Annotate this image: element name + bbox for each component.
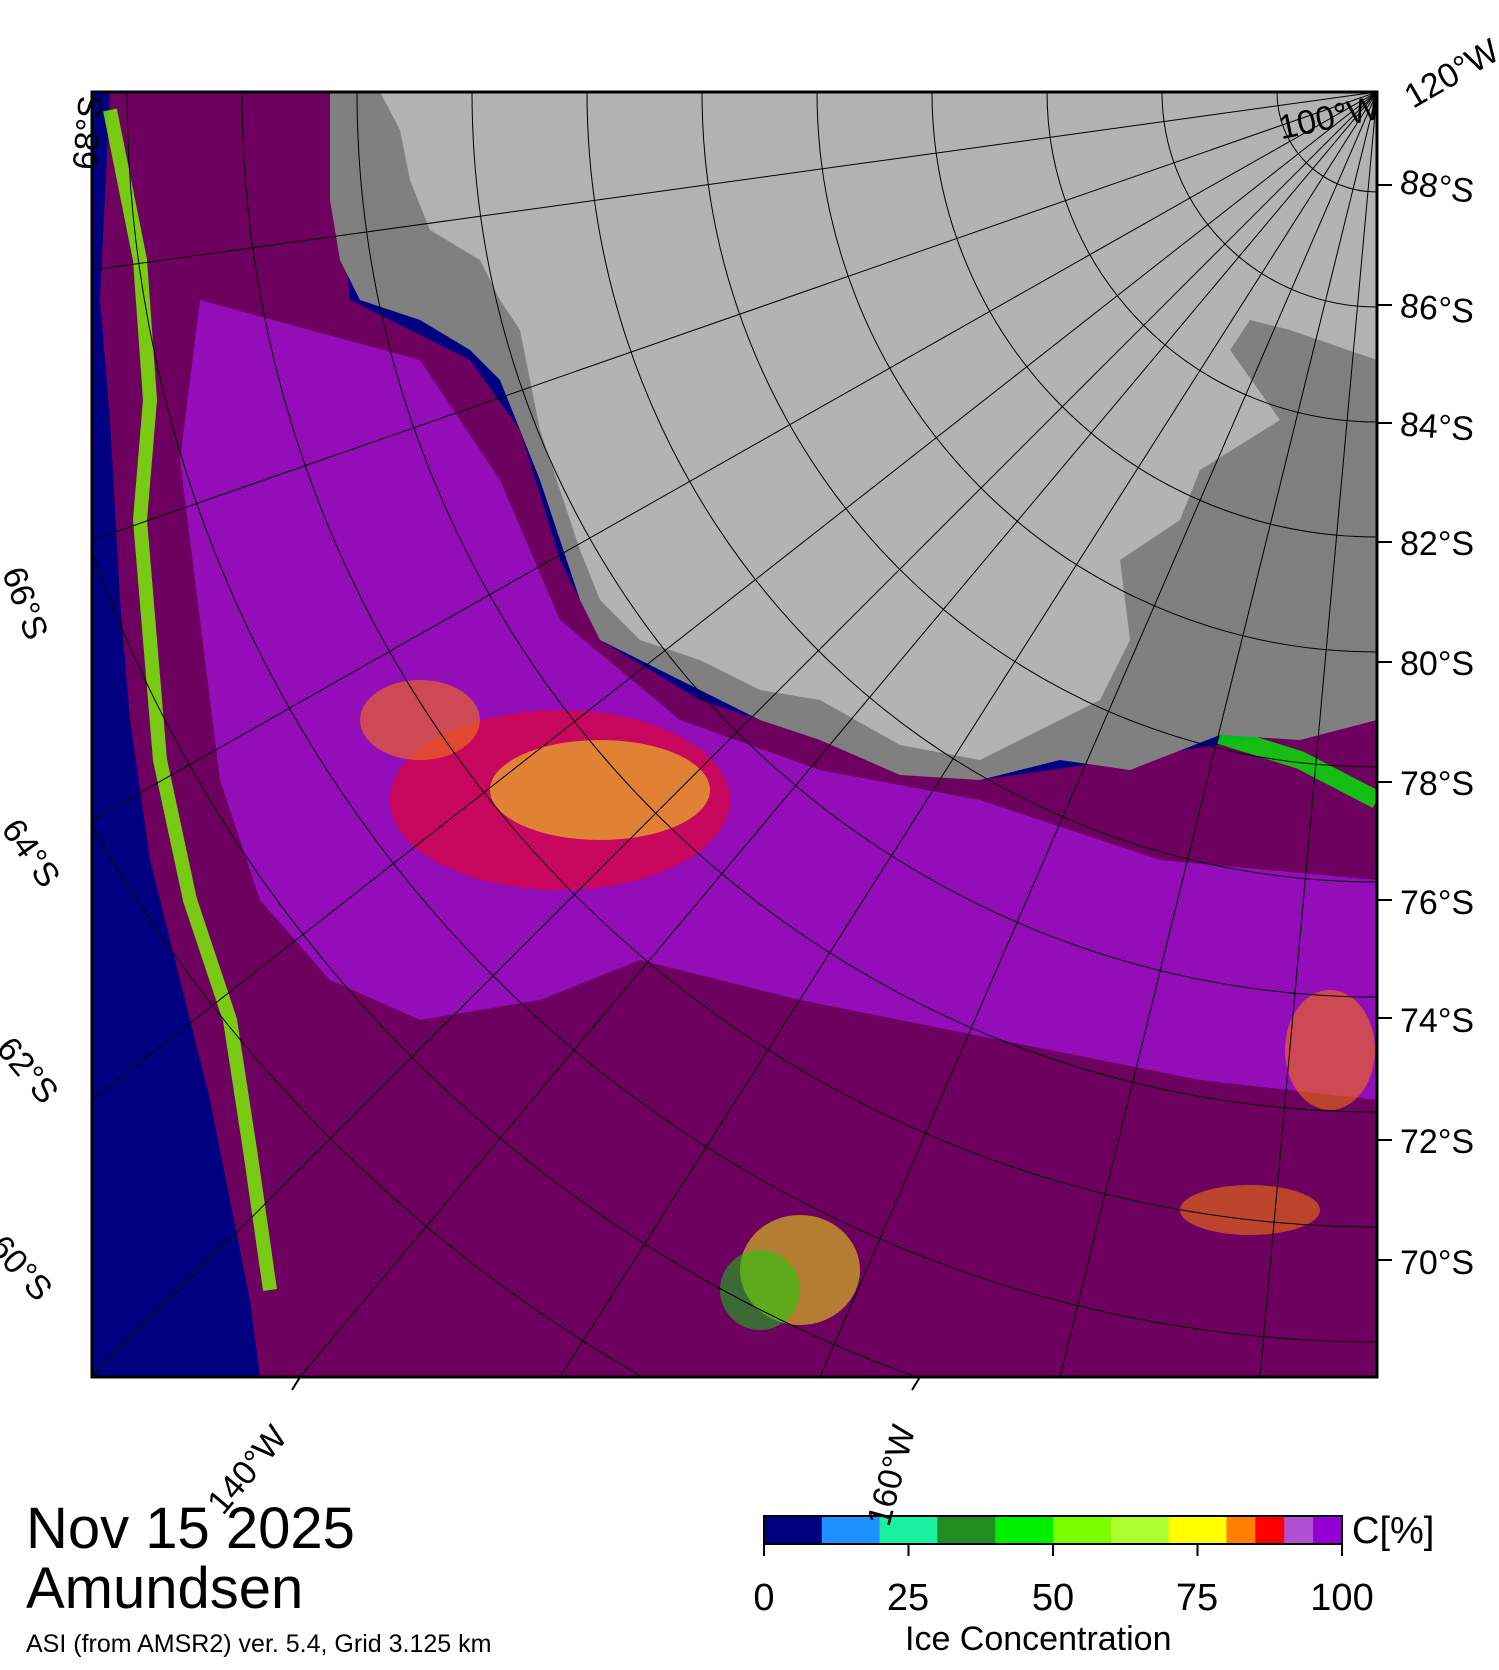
land — [380, 92, 1377, 760]
colorbar-swatch — [1284, 1516, 1314, 1544]
lat-label-68s: 68°S — [66, 94, 111, 172]
product-info: ASI (from AMSR2) ver. 5.4, Grid 3.125 km — [26, 1630, 492, 1658]
colorbar-swatch — [937, 1516, 996, 1544]
colorbar-swatch — [879, 1516, 938, 1544]
lat-label-78s: 78°S — [1400, 765, 1475, 803]
colorbar-tick-75: 75 — [1175, 1577, 1219, 1619]
map-frame — [90, 90, 1379, 1379]
lat-label-82s: 82°S — [1400, 525, 1475, 563]
colorbar-unit: C[%] — [1352, 1510, 1435, 1552]
colorbar-tick-0: 0 — [753, 1577, 775, 1619]
colorbar-swatch — [764, 1516, 823, 1544]
lat-label-70s: 70°S — [1400, 1244, 1475, 1282]
colorbar-tick-100: 100 — [1310, 1577, 1374, 1619]
lat-label-76s: 76°S — [1400, 884, 1475, 922]
colorbar-tick-25: 25 — [886, 1577, 930, 1619]
map-date: Nov 15 2025 — [26, 1496, 355, 1561]
colorbar-swatch — [1255, 1516, 1285, 1544]
colorbar-ticks — [763, 1544, 1343, 1556]
longitude-graticule — [92, 92, 1377, 1377]
sea-ice-band — [180, 300, 1377, 1100]
ice-edge-speckles — [360, 680, 1375, 1330]
colorbar-swatch — [1053, 1516, 1112, 1544]
colorbar-swatch — [995, 1516, 1054, 1544]
marginal-ice-right — [1217, 726, 1377, 808]
colorbar-swatch — [1313, 1516, 1343, 1544]
lat-label-86s: 86°S — [1398, 286, 1476, 332]
lat-label-80s: 80°S — [1400, 645, 1475, 683]
colorbar-swatch — [821, 1516, 881, 1544]
map-region: Amundsen — [26, 1556, 304, 1621]
lat-label-84s: 84°S — [1398, 405, 1476, 449]
lat-label-72s: 72°S — [1400, 1123, 1475, 1161]
colorbar-tick-50: 50 — [1031, 1577, 1075, 1619]
colorbar-swatch — [1110, 1516, 1170, 1544]
frame-ticks — [291, 184, 1392, 1391]
colorbar-swatch — [1168, 1516, 1227, 1544]
colorbar-title: Ice Concentration — [905, 1620, 1172, 1658]
lat-label-74s: 74°S — [1400, 1002, 1475, 1040]
colorbar-swatch — [1226, 1516, 1256, 1544]
colorbar — [764, 1516, 1343, 1544]
